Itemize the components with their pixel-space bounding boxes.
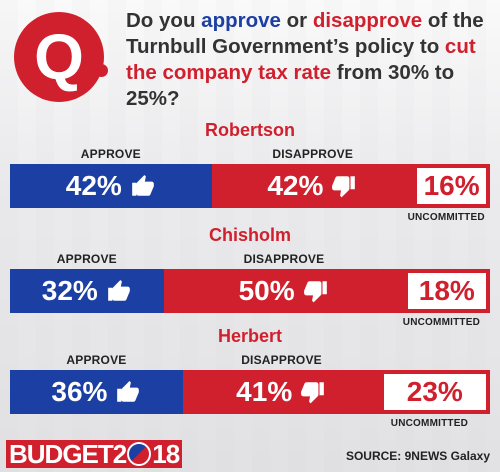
question-cut: cut the company tax rate [126,35,476,84]
question-disapprove: disapprove [312,9,423,32]
thumbs-up-icon [115,379,141,405]
brand-ball-icon [127,442,152,466]
stacked-bar: 36% 41% 23% [10,370,490,414]
thumbs-down-icon [331,173,357,199]
stacked-bar: 42% 42% 16% [10,164,490,208]
approve-label: APPROVE [80,147,141,161]
region-title: Herbert [217,326,283,346]
question-approve: approve [201,9,281,32]
q-badge-dot [95,64,108,77]
approve-value: 36% [51,376,108,407]
source-credit: SOURCE: 9NEWS Galaxy [345,449,490,463]
approve-segment: 32% [10,269,164,313]
region-title: Chisholm [208,225,291,245]
q-badge: Q [14,12,104,102]
disapprove-segment: 41% [182,370,380,414]
uncommitted-label: UNCOMMITTED [390,418,468,429]
thumbs-down-icon [303,278,329,304]
question-text: Do you approve or disapprove of the Turn… [126,8,494,112]
question-part2: of the Turnbull Government’s policy to [126,9,484,58]
disapprove-label: DISAPPROVE [243,252,325,266]
approve-value: 42% [65,170,122,201]
disapprove-segment: 50% [163,269,404,313]
brand-year-b: 18 [152,439,180,469]
uncommitted-value: 18% [418,275,475,306]
uncommitted-segment: 16% [417,168,486,204]
uncommitted-label: UNCOMMITTED [402,317,480,328]
disapprove-label: DISAPPROVE [272,147,354,161]
stacked-bar: 32% 50% 18% [10,269,490,313]
approve-label: APPROVE [66,353,127,367]
uncommitted-segment: 23% [383,374,486,410]
thumbs-up-icon [130,173,156,199]
region-title: Robertson [205,120,295,140]
disapprove-segment: 42% [211,164,414,208]
approve-segment: 42% [10,164,212,208]
budget-2018-logo: BUDGET 2 18 [6,439,183,469]
uncommitted-value: 23% [406,376,463,407]
uncommitted-segment: 18% [407,273,486,309]
disapprove-value: 42% [267,170,324,201]
question-part3: from 30% to 25%? [126,61,455,110]
brand-word: BUDGET [9,439,114,469]
thumbs-up-icon [106,278,132,304]
brand-year-a: 2 [112,439,128,469]
approve-value: 32% [41,275,98,306]
question-or: or [280,9,313,32]
disapprove-label: DISAPPROVE [241,353,322,367]
thumbs-down-icon [300,379,326,405]
approve-segment: 36% [10,370,183,414]
approve-label: APPROVE [56,252,117,266]
disapprove-value: 50% [238,275,295,306]
uncommitted-label: UNCOMMITTED [407,212,485,223]
question-part1: Do you [126,9,202,32]
uncommitted-value: 16% [423,170,480,201]
disapprove-value: 41% [236,376,293,407]
